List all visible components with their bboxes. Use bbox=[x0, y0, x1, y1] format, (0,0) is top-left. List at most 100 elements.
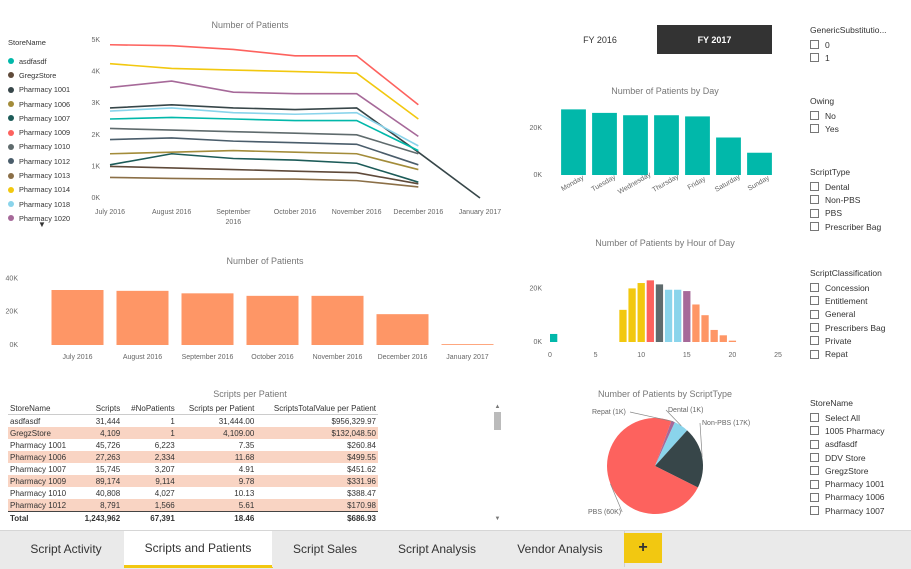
slicer-item[interactable]: asdfasdf bbox=[810, 438, 905, 451]
slicer-item[interactable]: Entitlement bbox=[810, 294, 905, 307]
legend-item[interactable]: Pharmacy 1014 bbox=[8, 183, 88, 197]
legend-item[interactable]: Pharmacy 1018 bbox=[8, 197, 88, 211]
bar bbox=[550, 333, 558, 342]
x-tick-label: October 2016 bbox=[251, 354, 294, 361]
legend-item[interactable]: Pharmacy 1010 bbox=[8, 140, 88, 154]
add-page-button[interactable]: + bbox=[624, 533, 662, 563]
checkbox[interactable] bbox=[810, 124, 819, 134]
slicer-item[interactable]: Dental bbox=[810, 180, 905, 193]
legend-item[interactable]: Pharmacy 1007 bbox=[8, 111, 88, 125]
legend-item[interactable]: asdfasdf bbox=[8, 54, 88, 68]
legend-item[interactable]: Pharmacy 1001 bbox=[8, 83, 88, 97]
table-cell: $260.84 bbox=[347, 440, 376, 450]
checkbox[interactable] bbox=[810, 323, 819, 333]
checkbox[interactable] bbox=[810, 426, 819, 436]
chevron-down-icon[interactable]: ▼ bbox=[38, 220, 46, 229]
slicer-item-label: Prescriber Bag bbox=[825, 221, 882, 232]
scroll-thumb[interactable] bbox=[494, 412, 501, 430]
slicer-item[interactable]: Non-PBS bbox=[810, 193, 905, 206]
checkbox[interactable] bbox=[810, 195, 819, 205]
table-row[interactable]: Pharmacy 1006 27,263 2,334 11.68 $499.55 bbox=[8, 451, 378, 463]
checkbox[interactable] bbox=[810, 222, 819, 232]
checkbox[interactable] bbox=[810, 453, 819, 463]
table-cell: $956,329.97 bbox=[331, 416, 377, 426]
table-row[interactable]: Pharmacy 1001 45,726 6,223 7.35 $260.84 bbox=[8, 439, 378, 451]
checkbox[interactable] bbox=[810, 349, 819, 359]
checkbox[interactable] bbox=[810, 439, 819, 449]
slicer-item[interactable]: Select All bbox=[810, 411, 905, 424]
checkbox[interactable] bbox=[810, 283, 819, 293]
tab-script-sales[interactable]: Script Sales bbox=[272, 531, 379, 567]
table-cell: 15,745 bbox=[95, 464, 121, 474]
slicer-item[interactable]: Prescriber Bag bbox=[810, 220, 905, 233]
slicer-item-label: Select All bbox=[825, 412, 860, 423]
checkbox[interactable] bbox=[810, 53, 819, 63]
slicer-item[interactable]: DDV Store bbox=[810, 451, 905, 464]
x-tick-label: Tuesday bbox=[590, 174, 617, 194]
slicer-item[interactable]: Concession bbox=[810, 281, 905, 294]
table-cell: $170.98 bbox=[256, 499, 378, 512]
column-header[interactable]: #NoPatients bbox=[122, 402, 177, 415]
slicer-item-label: Repat bbox=[825, 349, 848, 360]
checkbox[interactable] bbox=[810, 336, 819, 346]
column-header[interactable]: ScriptsTotalValue per Patient bbox=[256, 402, 378, 415]
slicer-item[interactable]: Repat bbox=[810, 347, 905, 360]
x-tick-label: January 2017 bbox=[459, 209, 502, 216]
checkbox[interactable] bbox=[810, 466, 819, 476]
fy-2017-button[interactable]: FY 2017 bbox=[657, 25, 772, 54]
x-tick-label: 0 bbox=[548, 352, 552, 359]
checkbox[interactable] bbox=[810, 111, 819, 121]
table-cell: 1 bbox=[122, 427, 177, 439]
checkbox[interactable] bbox=[810, 413, 819, 423]
slicer-item[interactable]: Pharmacy 1001 bbox=[810, 477, 905, 490]
column-header[interactable]: Scripts per Patient bbox=[176, 402, 257, 415]
legend-item[interactable]: Pharmacy 1020 bbox=[8, 211, 88, 225]
tab-scripts-and-patients[interactable]: Scripts and Patients bbox=[124, 531, 273, 568]
legend-item[interactable]: Pharmacy 1006 bbox=[8, 97, 88, 111]
table-row[interactable]: Pharmacy 1009 89,174 9,114 9.78 $331.96 bbox=[8, 475, 378, 487]
column-header[interactable]: Scripts bbox=[76, 402, 123, 415]
tab-vendor-analysis[interactable]: Vendor Analysis bbox=[496, 531, 625, 567]
legend-item[interactable]: Pharmacy 1012 bbox=[8, 154, 88, 168]
checkbox[interactable] bbox=[810, 492, 819, 502]
slicer-item[interactable]: Prescribers Bag bbox=[810, 321, 905, 334]
slicer-item[interactable]: 1 bbox=[810, 51, 905, 64]
slicer-item[interactable]: PBS bbox=[810, 207, 905, 220]
fy-2016-button[interactable]: FY 2016 bbox=[583, 34, 617, 45]
slicer-item[interactable]: Yes bbox=[810, 122, 905, 135]
slicer-item[interactable]: Private bbox=[810, 334, 905, 347]
legend-item[interactable]: Pharmacy 1013 bbox=[8, 168, 88, 182]
table-row[interactable]: Pharmacy 1010 40,808 4,027 10.13 $388.47 bbox=[8, 487, 378, 499]
tab-script-activity[interactable]: Script Activity bbox=[8, 531, 125, 567]
legend-item[interactable]: GregzStore bbox=[8, 68, 88, 82]
table-scrollbar[interactable]: ▲ ▼ bbox=[494, 404, 501, 522]
slicer-item[interactable]: Pharmacy 1006 bbox=[810, 491, 905, 504]
table-row[interactable]: Pharmacy 1012 8,791 1,566 5.61 $170.98 bbox=[8, 499, 378, 512]
column-header[interactable]: StoreName bbox=[8, 402, 77, 415]
table-row[interactable]: GregzStore 4,109 1 4,109.00 $132,048.50 bbox=[8, 427, 378, 439]
table-row[interactable]: asdfasdf 31,444 1 31,444.00 $956,329.97 bbox=[8, 415, 378, 428]
slicer-item[interactable]: No bbox=[810, 109, 905, 122]
legend-dot-icon bbox=[8, 186, 14, 193]
slicer-item[interactable]: 0 bbox=[810, 38, 905, 51]
slicer-item[interactable]: Pharmacy 1007 bbox=[810, 504, 905, 517]
checkbox[interactable] bbox=[810, 40, 819, 50]
table-row[interactable]: Pharmacy 1007 15,745 3,207 4.91 $451.62 bbox=[8, 463, 378, 475]
pie-chart: Repat (1K) Dental (1K) Non-PBS (17K) PBS (6… bbox=[588, 407, 750, 516]
legend-dot-icon bbox=[8, 143, 14, 150]
slicer-item[interactable]: 1005 Pharmacy bbox=[810, 424, 905, 437]
checkbox[interactable] bbox=[810, 506, 819, 516]
checkbox[interactable] bbox=[810, 479, 819, 489]
slicer-item[interactable]: GregzStore bbox=[810, 464, 905, 477]
checkbox[interactable] bbox=[810, 309, 819, 319]
checkbox[interactable] bbox=[810, 208, 819, 218]
pie-slice bbox=[607, 418, 698, 514]
slicer-item[interactable]: General bbox=[810, 308, 905, 321]
series-line bbox=[109, 127, 419, 155]
bar bbox=[311, 295, 364, 345]
checkbox[interactable] bbox=[810, 296, 819, 306]
legend-item[interactable]: Pharmacy 1009 bbox=[8, 125, 88, 139]
tab-script-analysis[interactable]: Script Analysis bbox=[378, 531, 497, 567]
checkbox[interactable] bbox=[810, 182, 819, 192]
